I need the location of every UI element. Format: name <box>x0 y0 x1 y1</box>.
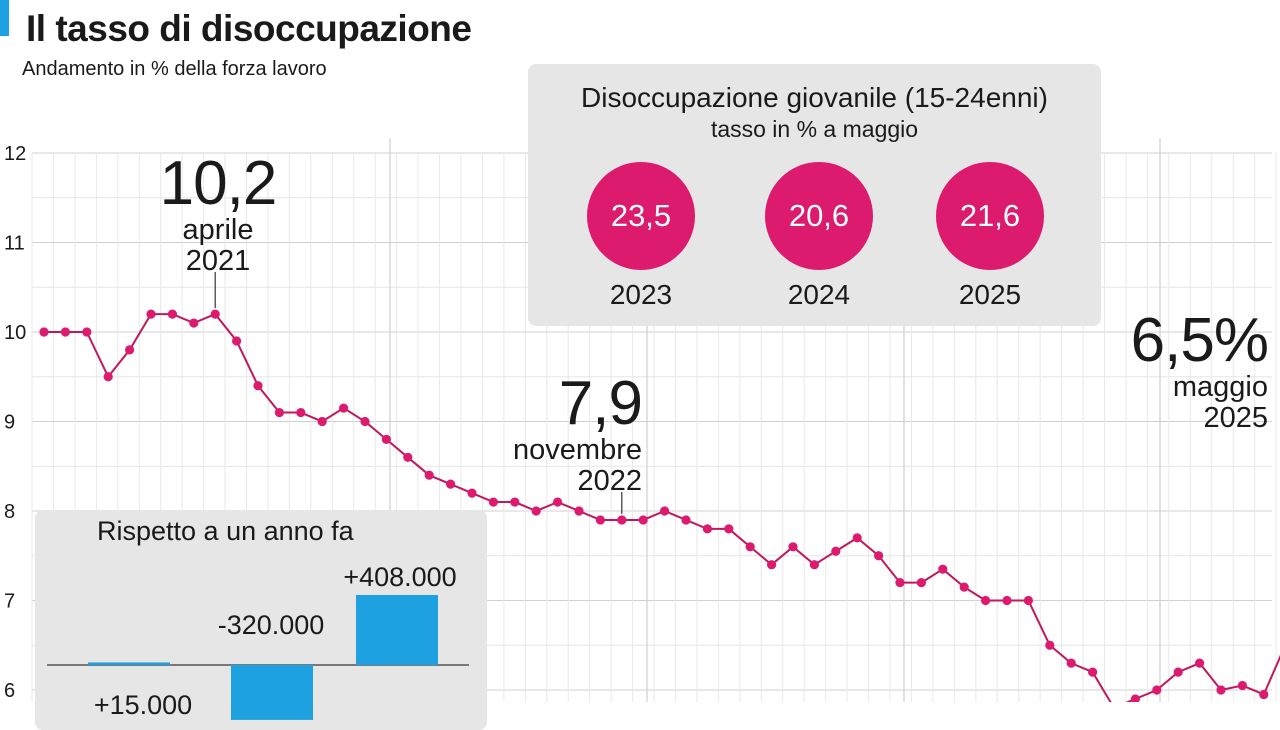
data-point <box>1088 667 1098 677</box>
data-point <box>574 506 584 516</box>
data-point <box>360 416 370 427</box>
annotation-mid: 7,9 novembre 2022 <box>470 369 643 498</box>
annotation-mid-year: 2022 <box>577 465 642 498</box>
data-point <box>125 345 135 355</box>
data-point <box>317 416 327 427</box>
data-point <box>424 470 434 480</box>
data-point <box>1130 694 1140 702</box>
data-point <box>531 506 541 516</box>
data-point <box>831 546 841 556</box>
youth-panel-subtitle: tasso in % a maggio <box>710 116 919 142</box>
data-point <box>1152 685 1162 695</box>
data-point <box>895 578 905 588</box>
data-point <box>767 560 777 570</box>
data-point <box>702 524 713 534</box>
data-point <box>1023 595 1033 606</box>
data-point <box>146 309 156 319</box>
data-point <box>339 403 349 413</box>
youth-rate-circle-2023: 23,5 <box>587 162 695 270</box>
data-point <box>617 515 627 525</box>
data-point <box>745 542 755 552</box>
data-point <box>595 515 606 525</box>
data-point <box>874 551 884 561</box>
data-point <box>82 327 92 337</box>
yoy-label-2: -320.000 <box>217 610 325 640</box>
data-point <box>1066 658 1076 668</box>
data-point <box>103 372 113 382</box>
data-point <box>403 452 413 462</box>
yoy-label-3: +408.000 <box>343 562 457 592</box>
data-point <box>210 309 220 319</box>
data-point <box>189 318 199 328</box>
youth-panel-title: Disoccupazione giovanile (15-24enni) <box>581 82 1048 113</box>
data-point <box>660 506 670 516</box>
y-tick-label: 9 <box>4 412 15 434</box>
data-point <box>446 479 456 489</box>
chart-title: Il tasso di disoccupazione <box>26 8 472 49</box>
y-tick-label: 12 <box>4 143 26 165</box>
year-over-year-panel: Rispetto a un anno fa +15.000 -320.000 +… <box>35 510 487 730</box>
annotation-latest: 6,5% maggio 2025 <box>1112 306 1269 435</box>
accent-bar <box>0 0 9 36</box>
y-tick-label: 7 <box>4 591 15 613</box>
data-point <box>253 381 263 391</box>
data-point <box>1045 640 1055 650</box>
annotation-peak-value: 10,2 <box>159 149 278 218</box>
annotation-latest-year: 2025 <box>1203 402 1268 435</box>
annotation-leaders <box>214 272 623 514</box>
data-point <box>981 595 991 606</box>
data-point <box>852 533 862 543</box>
y-tick-label: 8 <box>4 501 15 523</box>
data-point <box>1173 667 1183 677</box>
data-point <box>553 497 563 507</box>
annotation-mid-value: 7,9 <box>558 369 643 438</box>
data-point <box>724 524 734 534</box>
yoy-bar <box>231 665 313 720</box>
data-point <box>274 407 284 418</box>
data-point <box>959 582 969 592</box>
annotation-latest-month: maggio <box>1172 371 1268 403</box>
youth-unemployment-panel: Disoccupazione giovanile (15-24enni) tas… <box>528 64 1101 326</box>
y-tick-label: 10 <box>4 322 26 344</box>
yoy-bar <box>356 595 438 665</box>
annotation-latest-value: 6,5% <box>1130 306 1269 375</box>
data-point <box>232 336 242 346</box>
youth-rate-circle-2025: 21,6 <box>936 162 1044 270</box>
annotation-peak: 10,2 aprile 2021 <box>148 153 288 278</box>
annotation-peak-month: aprile <box>182 214 254 246</box>
yoy-bar <box>88 662 170 665</box>
unemployment-series <box>39 309 1280 702</box>
data-point <box>809 560 820 570</box>
youth-year-2025: 2025 <box>958 279 1022 310</box>
data-point <box>467 488 477 498</box>
data-point <box>510 497 520 507</box>
data-point <box>381 434 391 444</box>
youth-year-2024: 2024 <box>787 279 851 310</box>
youth-rate-circle-2024: 20,6 <box>765 162 873 270</box>
y-axis: 6 7 8 9 10 11 12 <box>4 143 26 702</box>
data-point <box>296 407 306 418</box>
data-point <box>916 578 927 588</box>
data-point <box>1195 658 1205 668</box>
annotation-peak-year: 2021 <box>185 245 251 278</box>
y-tick-label: 11 <box>4 233 25 255</box>
data-point <box>681 515 691 525</box>
data-point <box>488 497 498 507</box>
youth-year-2023: 2023 <box>609 279 673 310</box>
y-tick-label: 6 <box>4 680 15 702</box>
data-point <box>1002 595 1012 606</box>
data-point <box>1259 689 1269 700</box>
yoy-label-1: +15.000 <box>93 690 193 720</box>
data-point <box>938 564 948 574</box>
data-point <box>39 327 49 337</box>
data-point <box>1216 685 1226 695</box>
data-point <box>167 309 177 319</box>
data-point <box>638 515 648 525</box>
yoy-panel-title: Rispetto a un anno fa <box>97 516 354 546</box>
data-point <box>788 542 798 552</box>
data-point <box>60 327 70 337</box>
data-point <box>1237 680 1247 691</box>
annotation-mid-month: novembre <box>513 434 642 466</box>
chart-subtitle: Andamento in % della forza lavoro <box>22 58 327 80</box>
